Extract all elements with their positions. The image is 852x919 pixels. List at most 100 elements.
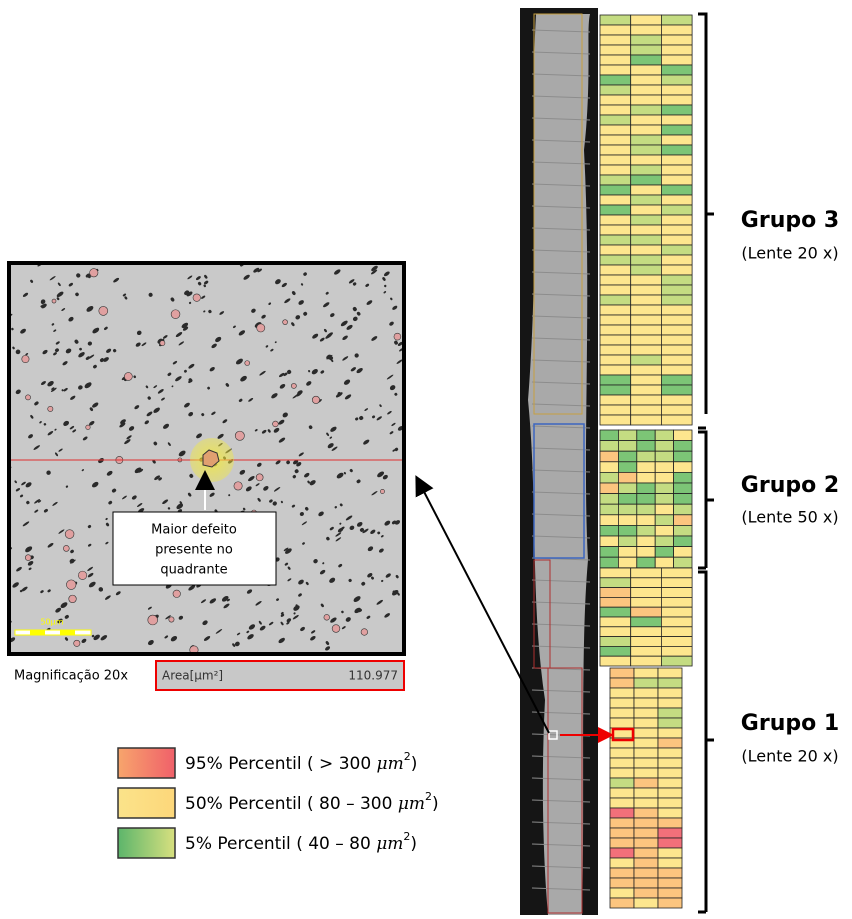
heatmap-cell (661, 415, 692, 425)
heatmap-cell (600, 355, 631, 365)
heatmap-cell (618, 547, 636, 558)
heatmap-cell (600, 145, 631, 155)
legend-label-part: 2 (404, 750, 411, 763)
heatmap-cell (600, 557, 618, 568)
heatmap-cell (634, 898, 658, 908)
legend-label-part: ) (411, 754, 418, 774)
legend-label-part: ) (432, 794, 439, 814)
heatmap-cell (631, 135, 662, 145)
heatmap-cell (658, 788, 682, 798)
heatmap-cell (600, 195, 631, 205)
heatmap-cell (600, 285, 631, 295)
group-name: Grupo 1 (741, 711, 839, 736)
legend-label: 5% Percentil ( 40 – 80 μm2) (185, 830, 417, 854)
heatmap-cell (631, 155, 662, 165)
defect (361, 629, 368, 636)
heatmap-cell (600, 215, 631, 225)
scale-bar (15, 630, 91, 635)
defect (245, 361, 250, 366)
heatmap-cell (631, 245, 662, 255)
heatmap-cell (674, 557, 692, 568)
heatmap-cell (610, 898, 634, 908)
heatmap-cell (600, 55, 631, 65)
heatmap-cell (610, 708, 634, 718)
heatmap-cell (637, 547, 655, 558)
heatmap-cell (661, 125, 692, 135)
heatmap-cell (600, 441, 618, 452)
heatmap-cell (631, 35, 662, 45)
heatmap-cell (661, 365, 692, 375)
heatmap-cell (600, 415, 631, 425)
heatmap-cell (600, 646, 631, 656)
heatmap-cell (618, 483, 636, 494)
heatmap-cell (610, 758, 634, 768)
heatmap-cell (631, 578, 662, 588)
heatmap-cell (631, 115, 662, 125)
heatmap-cell (631, 325, 662, 335)
heatmap-cell (634, 688, 658, 698)
heatmap-cell (634, 858, 658, 868)
defect (380, 489, 384, 493)
heatmap-cell (600, 25, 631, 35)
heatmap-cell (600, 255, 631, 265)
heatmap-cell (658, 798, 682, 808)
heatmap-cell (661, 335, 692, 345)
heatmap-cell (655, 494, 673, 505)
heatmap-cell (610, 878, 634, 888)
legend-swatch (118, 748, 175, 778)
defect (173, 590, 180, 597)
defect (234, 482, 242, 490)
heatmap-cell (600, 588, 631, 598)
heatmap-cell (600, 85, 631, 95)
heatmap-cell (600, 637, 631, 647)
heatmap-cell (655, 525, 673, 536)
heatmap-cell (631, 95, 662, 105)
legend-label-part: 50% Percentil ( 80 – 300 (185, 794, 398, 814)
heatmap-cell (661, 315, 692, 325)
defect (257, 324, 265, 332)
defect (86, 425, 91, 430)
heatmap-cell (655, 515, 673, 526)
heatmap-cell (600, 597, 631, 607)
heatmap-cell (674, 494, 692, 505)
defect (99, 306, 108, 315)
heatmap-cell (631, 375, 662, 385)
heatmap-cell (674, 483, 692, 494)
heatmap-cell (610, 668, 634, 678)
heatmap-cell (631, 185, 662, 195)
defect (169, 617, 174, 622)
heatmap-cell (600, 430, 618, 441)
defect (48, 406, 53, 411)
heatmap-cell (661, 135, 692, 145)
heatmap-cell (631, 225, 662, 235)
defect (148, 615, 158, 625)
heatmap-cell (631, 607, 662, 617)
heatmap-cell (600, 494, 618, 505)
heatmap-cell (631, 395, 662, 405)
heatmap-cell (631, 265, 662, 275)
heatmap-cell (637, 494, 655, 505)
heatmap-cell (658, 688, 682, 698)
heatmap-cell (631, 385, 662, 395)
heatmap-cell (600, 315, 631, 325)
heatmap-cell (634, 868, 658, 878)
heatmap-cell (661, 597, 692, 607)
heatmap-cell (655, 472, 673, 483)
heatmap-cell (600, 305, 631, 315)
heatmap-cell (661, 405, 692, 415)
heatmap-cell (618, 557, 636, 568)
heatmap-cell (631, 315, 662, 325)
heatmap-cell (634, 808, 658, 818)
heatmap-cell (661, 155, 692, 165)
heatmap-cell (618, 525, 636, 536)
defect (283, 320, 288, 325)
heatmap-cell (634, 708, 658, 718)
heatmap-cell (661, 275, 692, 285)
heatmap-cell (661, 385, 692, 395)
heatmap-cell (658, 808, 682, 818)
heatmap-cell (658, 678, 682, 688)
heatmap-cell (674, 441, 692, 452)
measurement-value: 110.977 (348, 669, 398, 683)
heatmap-cell (618, 430, 636, 441)
heatmap-cell (600, 75, 631, 85)
